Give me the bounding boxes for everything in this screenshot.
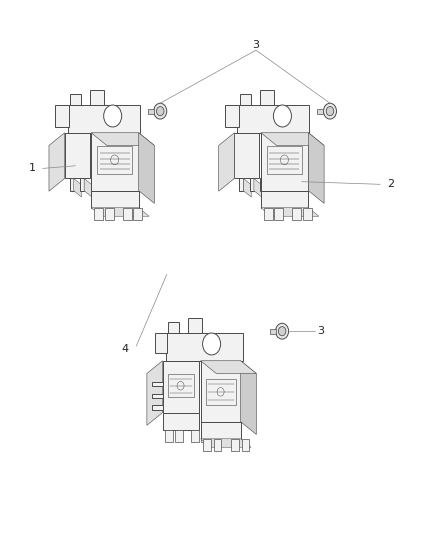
Circle shape	[203, 333, 221, 355]
FancyBboxPatch shape	[70, 179, 74, 191]
FancyBboxPatch shape	[105, 208, 114, 220]
Text: 4: 4	[122, 344, 129, 354]
FancyBboxPatch shape	[203, 439, 211, 451]
Polygon shape	[240, 361, 256, 434]
FancyBboxPatch shape	[201, 430, 208, 442]
Polygon shape	[265, 179, 272, 197]
Text: 2: 2	[387, 179, 395, 189]
FancyBboxPatch shape	[91, 191, 139, 208]
FancyBboxPatch shape	[133, 208, 142, 220]
Polygon shape	[49, 133, 65, 191]
Circle shape	[324, 103, 336, 119]
Polygon shape	[201, 361, 256, 374]
Polygon shape	[261, 208, 319, 216]
Polygon shape	[91, 208, 149, 216]
Polygon shape	[201, 439, 251, 447]
FancyBboxPatch shape	[293, 208, 301, 220]
FancyBboxPatch shape	[152, 382, 162, 386]
FancyBboxPatch shape	[91, 179, 95, 191]
FancyBboxPatch shape	[155, 333, 167, 353]
FancyBboxPatch shape	[123, 208, 132, 220]
Polygon shape	[74, 179, 81, 197]
FancyBboxPatch shape	[201, 422, 240, 439]
FancyBboxPatch shape	[191, 430, 198, 442]
Polygon shape	[261, 133, 324, 146]
FancyBboxPatch shape	[250, 179, 254, 191]
FancyBboxPatch shape	[261, 133, 308, 191]
Polygon shape	[244, 179, 251, 197]
FancyBboxPatch shape	[201, 361, 240, 422]
Polygon shape	[308, 133, 324, 204]
FancyBboxPatch shape	[162, 413, 198, 430]
Circle shape	[156, 107, 164, 116]
Polygon shape	[84, 179, 92, 197]
FancyBboxPatch shape	[240, 94, 251, 106]
Polygon shape	[254, 179, 262, 197]
FancyBboxPatch shape	[166, 333, 243, 361]
FancyBboxPatch shape	[65, 133, 90, 179]
FancyBboxPatch shape	[261, 191, 308, 208]
FancyBboxPatch shape	[274, 208, 283, 220]
FancyBboxPatch shape	[318, 109, 324, 114]
FancyBboxPatch shape	[70, 94, 81, 106]
FancyBboxPatch shape	[303, 208, 312, 220]
FancyBboxPatch shape	[148, 109, 154, 114]
Circle shape	[273, 105, 291, 127]
FancyBboxPatch shape	[270, 329, 276, 334]
Text: 1: 1	[28, 164, 35, 173]
Circle shape	[279, 327, 286, 336]
FancyBboxPatch shape	[188, 318, 202, 333]
FancyBboxPatch shape	[234, 133, 259, 179]
Polygon shape	[139, 133, 154, 204]
Polygon shape	[147, 361, 162, 425]
FancyBboxPatch shape	[225, 106, 239, 127]
FancyBboxPatch shape	[214, 439, 221, 451]
Circle shape	[104, 105, 122, 127]
FancyBboxPatch shape	[90, 90, 104, 106]
FancyBboxPatch shape	[165, 430, 173, 442]
Polygon shape	[95, 179, 102, 197]
FancyBboxPatch shape	[242, 439, 249, 451]
Text: 3: 3	[317, 326, 324, 336]
Polygon shape	[91, 133, 154, 146]
FancyBboxPatch shape	[237, 106, 309, 133]
Circle shape	[154, 103, 167, 119]
FancyBboxPatch shape	[260, 179, 265, 191]
Text: 3: 3	[252, 40, 259, 50]
Circle shape	[326, 107, 334, 116]
FancyBboxPatch shape	[240, 179, 244, 191]
FancyBboxPatch shape	[264, 208, 273, 220]
FancyBboxPatch shape	[175, 430, 183, 442]
FancyBboxPatch shape	[67, 106, 140, 133]
FancyBboxPatch shape	[152, 394, 162, 398]
Circle shape	[276, 323, 289, 339]
FancyBboxPatch shape	[152, 405, 162, 409]
FancyBboxPatch shape	[94, 208, 103, 220]
FancyBboxPatch shape	[231, 439, 239, 451]
FancyBboxPatch shape	[55, 106, 69, 127]
FancyBboxPatch shape	[162, 361, 198, 413]
FancyBboxPatch shape	[260, 90, 274, 106]
FancyBboxPatch shape	[91, 133, 139, 191]
FancyBboxPatch shape	[168, 322, 179, 333]
Polygon shape	[219, 133, 234, 191]
FancyBboxPatch shape	[80, 179, 84, 191]
